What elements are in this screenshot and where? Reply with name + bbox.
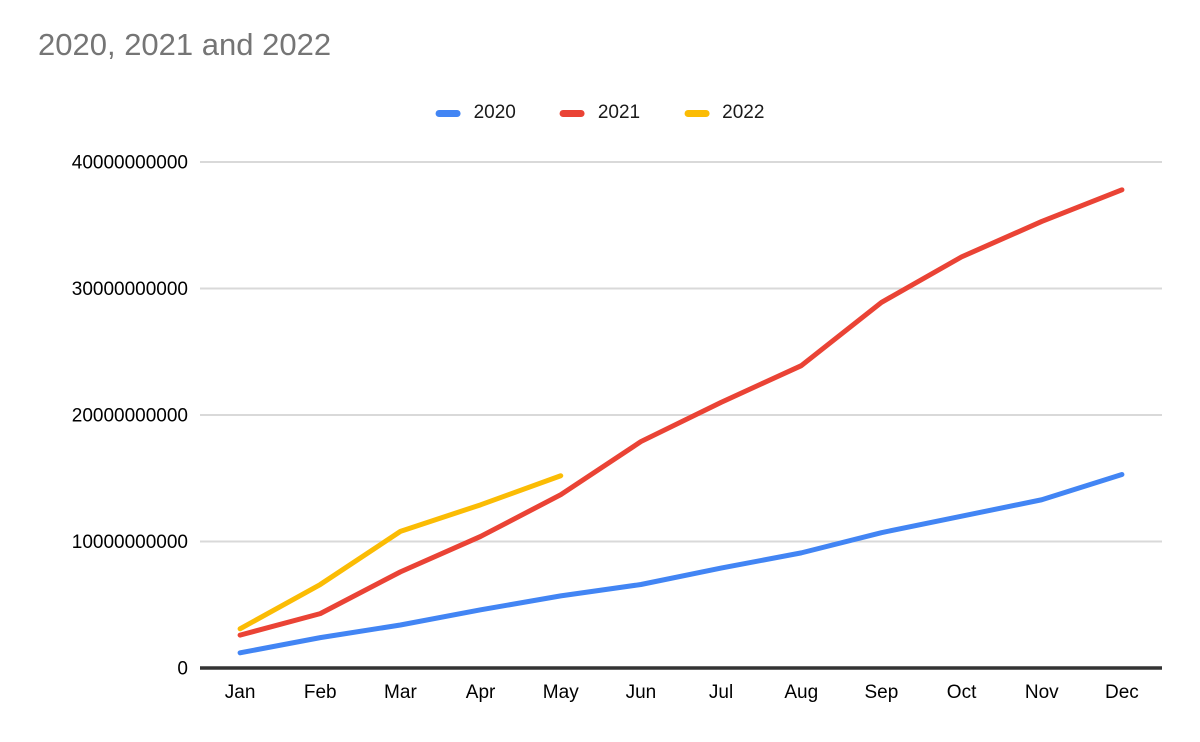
y-tick-label: 0	[177, 659, 188, 680]
x-tick-label: Oct	[947, 682, 977, 703]
legend-swatch-2020-icon	[435, 109, 461, 117]
x-tick-label: Aug	[784, 682, 818, 703]
chart-legend: 2020 2021 2022	[435, 102, 764, 124]
y-tick-label: 20000000000	[72, 406, 188, 427]
legend-label-2022: 2022	[722, 102, 765, 123]
legend-swatch-2021-icon	[559, 109, 585, 117]
x-tick-label: Mar	[384, 682, 417, 703]
x-tick-label: May	[543, 682, 579, 703]
y-tick-label: 40000000000	[72, 153, 188, 174]
x-tick-label: Jan	[225, 682, 256, 703]
series-line-2021	[237, 187, 1125, 638]
x-tick-label: Feb	[304, 682, 337, 703]
x-tick-label: Jul	[709, 682, 733, 703]
x-tick-label: Sep	[865, 682, 899, 703]
x-tick-label: Apr	[466, 682, 496, 703]
y-tick-label: 30000000000	[72, 279, 188, 300]
x-tick-label: Nov	[1025, 682, 1059, 703]
legend-label-2021: 2021	[597, 102, 641, 123]
legend-item-2021: 2021	[559, 102, 641, 124]
x-tick-label: Jun	[626, 682, 657, 703]
series-line-2020	[237, 471, 1125, 656]
x-tick-label: Dec	[1105, 682, 1139, 703]
legend-item-2022: 2022	[684, 102, 764, 124]
y-tick-label: 10000000000	[72, 532, 188, 553]
series-line-2022	[237, 473, 564, 632]
legend-item-2020: 2020	[435, 102, 516, 124]
legend-swatch-2022-icon	[684, 109, 710, 117]
chart-title: 2020, 2021 and 2022	[38, 27, 332, 62]
legend-label-2020: 2020	[473, 102, 516, 123]
